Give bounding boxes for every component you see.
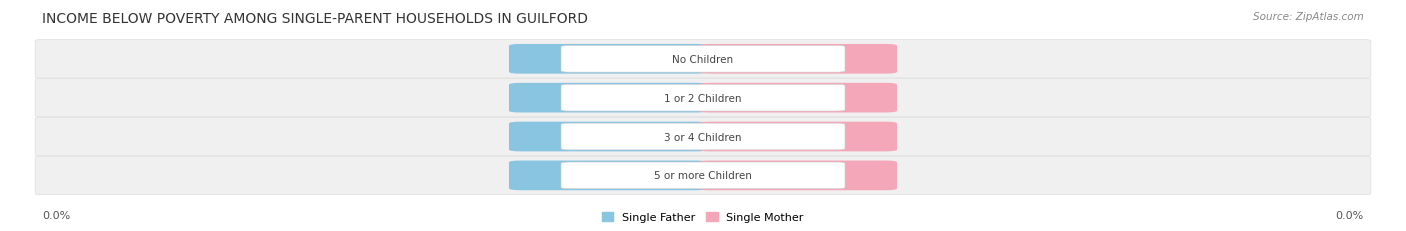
FancyBboxPatch shape <box>699 122 897 152</box>
FancyBboxPatch shape <box>509 122 707 152</box>
FancyBboxPatch shape <box>561 124 845 150</box>
FancyBboxPatch shape <box>561 85 845 112</box>
FancyBboxPatch shape <box>509 161 707 190</box>
Text: 1 or 2 Children: 1 or 2 Children <box>664 93 742 103</box>
Text: 0.0%: 0.0% <box>799 93 825 103</box>
FancyBboxPatch shape <box>561 46 845 73</box>
FancyBboxPatch shape <box>35 157 1371 195</box>
FancyBboxPatch shape <box>35 79 1371 117</box>
FancyBboxPatch shape <box>509 45 707 74</box>
FancyBboxPatch shape <box>561 162 845 189</box>
Text: 0.0%: 0.0% <box>799 132 825 142</box>
FancyBboxPatch shape <box>699 83 897 113</box>
FancyBboxPatch shape <box>509 83 707 113</box>
FancyBboxPatch shape <box>699 161 897 190</box>
Text: INCOME BELOW POVERTY AMONG SINGLE-PARENT HOUSEHOLDS IN GUILFORD: INCOME BELOW POVERTY AMONG SINGLE-PARENT… <box>42 12 588 25</box>
Text: 3 or 4 Children: 3 or 4 Children <box>664 132 742 142</box>
Text: No Children: No Children <box>672 55 734 64</box>
Text: 0.0%: 0.0% <box>1336 210 1364 220</box>
Text: 0.0%: 0.0% <box>799 171 825 181</box>
Text: Source: ZipAtlas.com: Source: ZipAtlas.com <box>1253 12 1364 21</box>
Legend: Single Father, Single Mother: Single Father, Single Mother <box>599 208 807 225</box>
Text: 0.0%: 0.0% <box>799 55 825 64</box>
Text: 5 or more Children: 5 or more Children <box>654 171 752 181</box>
FancyBboxPatch shape <box>35 40 1371 79</box>
Text: 0.0%: 0.0% <box>581 55 607 64</box>
Text: 0.0%: 0.0% <box>42 210 70 220</box>
Text: 0.0%: 0.0% <box>581 132 607 142</box>
Text: 0.0%: 0.0% <box>581 93 607 103</box>
FancyBboxPatch shape <box>35 118 1371 156</box>
FancyBboxPatch shape <box>699 45 897 74</box>
Text: 0.0%: 0.0% <box>581 171 607 181</box>
